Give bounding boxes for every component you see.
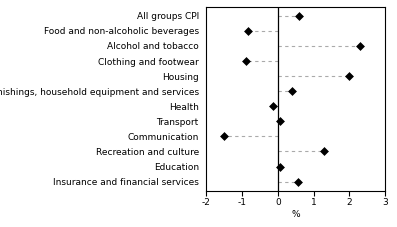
Point — [269, 104, 276, 108]
Point — [221, 135, 227, 138]
Point — [276, 165, 283, 168]
Point — [346, 74, 353, 78]
Point — [244, 29, 251, 33]
Point — [296, 14, 303, 18]
Point — [243, 59, 249, 63]
Point — [289, 89, 295, 93]
Point — [321, 150, 328, 153]
Point — [276, 120, 283, 123]
Point — [294, 180, 301, 183]
X-axis label: %: % — [291, 210, 300, 219]
Point — [357, 44, 363, 48]
